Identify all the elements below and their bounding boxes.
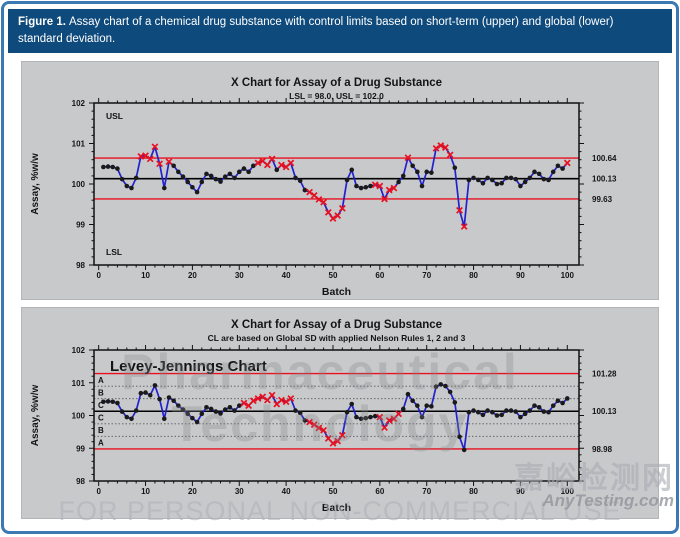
svg-text:A: A	[98, 376, 104, 385]
svg-text:98: 98	[76, 261, 85, 270]
svg-text:100.13: 100.13	[592, 175, 617, 184]
svg-text:100: 100	[72, 180, 86, 189]
svg-text:60: 60	[375, 487, 384, 496]
svg-text:LSL = 98.0, USL = 102.0: LSL = 98.0, USL = 102.0	[289, 91, 384, 101]
svg-text:100.64: 100.64	[592, 154, 617, 163]
svg-text:B: B	[98, 426, 104, 435]
svg-text:98: 98	[76, 477, 85, 486]
svg-text:LSL: LSL	[106, 247, 122, 257]
svg-text:80: 80	[469, 487, 478, 496]
figure-caption-bar: Figure 1. Assay chart of a chemical drug …	[8, 9, 672, 54]
svg-text:Assay, %w/w: Assay, %w/w	[30, 153, 41, 215]
svg-text:80: 80	[469, 271, 478, 280]
svg-text:101: 101	[72, 140, 86, 149]
svg-text:70: 70	[422, 271, 431, 280]
svg-text:20: 20	[188, 487, 197, 496]
svg-text:B: B	[98, 388, 104, 397]
svg-text:A: A	[98, 439, 104, 448]
svg-text:0: 0	[96, 487, 101, 496]
svg-text:40: 40	[282, 271, 291, 280]
svg-text:100: 100	[72, 412, 86, 421]
svg-text:40: 40	[282, 487, 291, 496]
svg-text:101.28: 101.28	[592, 370, 617, 379]
svg-text:102: 102	[72, 99, 86, 108]
svg-text:60: 60	[375, 271, 384, 280]
svg-text:10: 10	[141, 271, 150, 280]
svg-text:20: 20	[188, 271, 197, 280]
svg-text:X Chart for Assay of a Drug Su: X Chart for Assay of a Drug Substance	[231, 77, 442, 89]
svg-text:C: C	[98, 414, 104, 423]
svg-text:Batch: Batch	[322, 502, 351, 514]
svg-text:100: 100	[561, 487, 575, 496]
svg-text:X Chart for Assay of a Drug Su: X Chart for Assay of a Drug Substance	[231, 319, 442, 331]
figure-caption-text: Assay chart of a chemical drug substance…	[18, 16, 614, 45]
svg-text:100: 100	[561, 271, 575, 280]
svg-text:CL are based on Global SD with: CL are based on Global SD with applied N…	[208, 333, 466, 343]
svg-text:98.98: 98.98	[592, 445, 613, 454]
svg-text:Assay, %w/w: Assay, %w/w	[30, 385, 41, 447]
control-chart-panel-shortterm: X Chart for Assay of a Drug Substance LSL…	[21, 61, 659, 300]
svg-text:30: 30	[235, 271, 244, 280]
svg-text:99: 99	[76, 444, 85, 453]
levey-jennings-chart-global-sd: X Chart for Assay of a Drug Substance CL …	[30, 319, 617, 514]
svg-text:99.63: 99.63	[592, 195, 613, 204]
svg-text:30: 30	[235, 487, 244, 496]
control-chart-panel-global: X Chart for Assay of a Drug Substance CL …	[21, 307, 659, 519]
svg-text:50: 50	[329, 487, 338, 496]
svg-text:102: 102	[72, 346, 86, 355]
svg-text:50: 50	[329, 271, 338, 280]
svg-text:70: 70	[422, 487, 431, 496]
svg-text:90: 90	[516, 271, 525, 280]
svg-text:101: 101	[72, 379, 86, 388]
figure-caption-label: Figure 1.	[18, 16, 66, 28]
svg-text:Levey-Jennings Chart: Levey-Jennings Chart	[110, 358, 267, 375]
svg-text:100.13: 100.13	[592, 407, 617, 416]
svg-text:0: 0	[96, 271, 101, 280]
svg-text:99: 99	[76, 221, 85, 230]
svg-text:USL: USL	[106, 111, 123, 121]
svg-text:90: 90	[516, 487, 525, 496]
x-chart-shortterm-sd: X Chart for Assay of a Drug Substance LSL…	[30, 77, 617, 298]
svg-text:Batch: Batch	[322, 286, 351, 298]
svg-text:C: C	[98, 401, 104, 410]
svg-text:10: 10	[141, 487, 150, 496]
